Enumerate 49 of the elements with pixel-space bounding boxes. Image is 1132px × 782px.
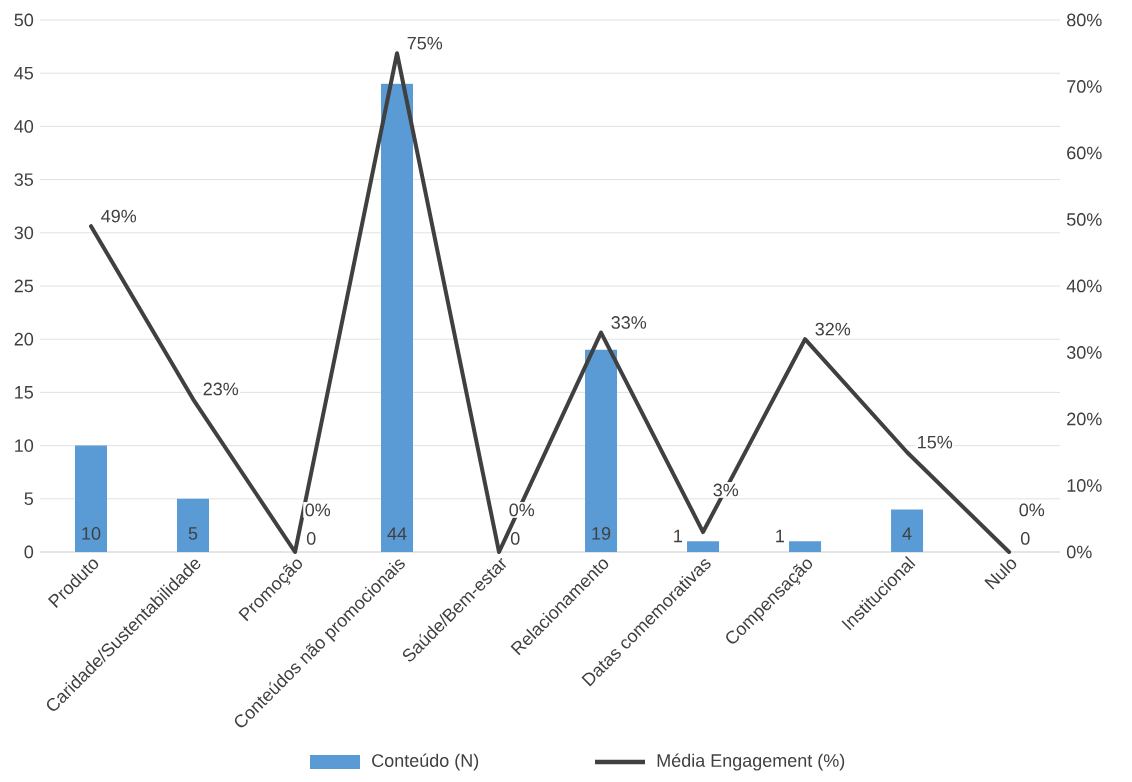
y-tick-label: 20 bbox=[14, 332, 34, 346]
y2-tick-label: 50% bbox=[1066, 213, 1102, 226]
y-tick-label: 45 bbox=[14, 66, 34, 80]
data-label: 0 bbox=[1020, 532, 1030, 545]
y2-tick-label: 30% bbox=[1066, 346, 1102, 359]
data-label: 15% bbox=[918, 435, 953, 449]
data-label: 23% bbox=[203, 382, 239, 396]
data-label: 5 bbox=[188, 527, 198, 540]
y2-tick-label: 0% bbox=[1066, 545, 1092, 559]
y-tick-label: 5 bbox=[24, 492, 34, 506]
y2-tick-label: 10% bbox=[1067, 479, 1102, 492]
data-label: 1 bbox=[674, 529, 682, 543]
y-tick-label: 0 bbox=[24, 545, 34, 559]
data-label: 0% bbox=[509, 503, 535, 517]
y-tick-label: 10 bbox=[15, 439, 34, 452]
y2-tick-label: 80% bbox=[1067, 13, 1102, 27]
data-label: 44 bbox=[387, 527, 407, 540]
y-tick-label: 25 bbox=[14, 279, 34, 293]
data-label: 32% bbox=[815, 322, 851, 336]
data-label: 3% bbox=[713, 483, 739, 497]
data-label: 10 bbox=[82, 527, 101, 540]
legend-label: Média Engagement (%) bbox=[657, 753, 845, 771]
bar bbox=[789, 541, 822, 552]
data-label: 49% bbox=[101, 209, 137, 223]
bar bbox=[585, 349, 618, 552]
legend-label: Conteúdo (N) bbox=[372, 753, 479, 771]
data-label: 19 bbox=[592, 527, 611, 540]
bar bbox=[687, 541, 720, 552]
y-tick-label: 15 bbox=[15, 386, 34, 399]
y2-tick-label: 40% bbox=[1066, 279, 1102, 293]
data-label: 0 bbox=[306, 532, 316, 545]
data-label: 4 bbox=[902, 527, 912, 540]
y-tick-label: 35 bbox=[14, 173, 34, 186]
data-label: 0% bbox=[1019, 503, 1045, 517]
y-tick-label: 40 bbox=[14, 120, 34, 133]
data-label: 1 bbox=[776, 529, 784, 543]
y2-tick-label: 20% bbox=[1067, 412, 1102, 426]
bar bbox=[177, 498, 210, 552]
data-label: 0 bbox=[510, 532, 520, 545]
y2-tick-label: 60% bbox=[1067, 146, 1102, 160]
data-label: 75% bbox=[407, 36, 443, 50]
y-tick-label: 50 bbox=[14, 13, 34, 27]
y2-tick-label: 70% bbox=[1067, 80, 1102, 93]
data-label: 33% bbox=[611, 316, 647, 329]
data-label: 0% bbox=[305, 503, 331, 517]
bar bbox=[891, 509, 924, 552]
bar bbox=[381, 83, 414, 552]
bar bbox=[75, 445, 108, 552]
y-tick-label: 30 bbox=[14, 226, 34, 240]
